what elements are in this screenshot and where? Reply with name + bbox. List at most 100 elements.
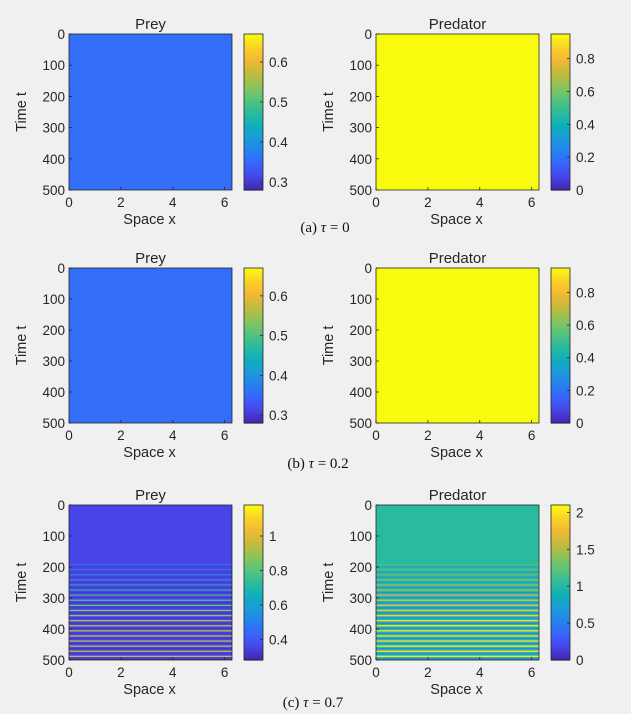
- colorbar-segment: [244, 582, 263, 586]
- colorbar-segment: [551, 524, 570, 528]
- colorbar-segment: [551, 570, 570, 574]
- x-tick-label-c-pred: 0: [372, 665, 380, 680]
- y-axis-label-c-pred: Time t: [321, 563, 337, 603]
- colorbar-segment: [551, 321, 570, 325]
- colorbar-segment: [551, 306, 570, 310]
- stripe-c-prey: [69, 622, 232, 624]
- colorbar-segment: [551, 577, 570, 581]
- colorbar-segment: [244, 613, 263, 617]
- colorbar-segment: [244, 287, 263, 291]
- colorbar-segment: [244, 148, 263, 152]
- colorbar-segment: [551, 360, 570, 364]
- colorbar-segment: [244, 328, 263, 332]
- stripe-c-prey: [69, 586, 232, 589]
- colorbar-segment: [244, 129, 263, 133]
- colorbar-a-pred: 0 0.2 0.4 0.6 0.8: [550, 33, 595, 198]
- colorbar-tick-label-b-prey: 0.3: [269, 408, 288, 423]
- colorbar-segment: [551, 519, 570, 523]
- colorbar-segment: [551, 635, 570, 639]
- colorbar-segment: [244, 543, 263, 547]
- colorbar-segment: [551, 401, 570, 405]
- colorbar-segment: [244, 94, 263, 98]
- colorbar-segment: [551, 102, 570, 106]
- x-tick-label-a-pred: 0: [372, 195, 380, 210]
- stripe-c-pred: [376, 632, 539, 635]
- colorbar-tick-label-b-prey: 0.4: [269, 368, 288, 383]
- colorbar-segment: [244, 514, 263, 518]
- colorbar-segment: [244, 270, 263, 274]
- panel-title-a-prey: Prey: [135, 16, 166, 33]
- stripe-c-pred: [376, 574, 539, 576]
- y-tick-label-b-pred: 100: [349, 292, 372, 307]
- colorbar-segment: [244, 335, 263, 339]
- colorbar-segment: [551, 180, 570, 184]
- colorbar-segment: [551, 318, 570, 322]
- colorbar-segment: [551, 41, 570, 45]
- colorbar-segment: [551, 420, 570, 424]
- stripe-c-prey: [69, 627, 232, 629]
- colorbar-segment: [551, 604, 570, 608]
- colorbar-segment: [551, 567, 570, 571]
- colorbar-segment: [551, 116, 570, 120]
- colorbar-segment: [551, 623, 570, 627]
- colorbar-segment: [244, 623, 263, 627]
- colorbar-segment: [244, 90, 263, 94]
- colorbar-segment: [244, 138, 263, 142]
- colorbar-segment: [551, 304, 570, 308]
- colorbar-segment: [244, 584, 263, 588]
- colorbar-segment: [244, 63, 263, 67]
- colorbar-b-prey: 0.3 0.4 0.5 0.6: [243, 267, 288, 424]
- stripe-c-pred: [376, 630, 539, 632]
- stripe-c-prey: [69, 569, 232, 571]
- stripe-c-prey: [69, 617, 232, 619]
- colorbar-segment: [551, 514, 570, 518]
- colorbar-segment: [244, 116, 263, 120]
- colorbar-segment: [244, 99, 263, 103]
- colorbar-segment: [551, 73, 570, 77]
- colorbar-segment: [551, 182, 570, 186]
- colorbar-segment: [551, 297, 570, 301]
- colorbar-segment: [551, 175, 570, 179]
- axes-frame-c-pred: [375, 504, 540, 661]
- colorbar-segment: [244, 560, 263, 564]
- colorbar-segment: [244, 372, 263, 376]
- colorbar-segment: [244, 406, 263, 410]
- colorbar-segment: [551, 406, 570, 410]
- colorbar-segment: [551, 396, 570, 400]
- colorbar-segment: [244, 418, 263, 422]
- caption-c: (c) τ = 0.7: [283, 695, 344, 711]
- colorbar-segment: [244, 521, 263, 525]
- x-tick-label-a-prey: 2: [117, 195, 125, 210]
- colorbar-segment: [244, 340, 263, 344]
- colorbar-segment: [244, 131, 263, 135]
- colorbar-segment: [244, 333, 263, 337]
- x-tick-label-b-prey: 4: [169, 428, 177, 443]
- stripe-c-prey: [69, 642, 232, 645]
- x-tick-label-c-prey: 6: [221, 665, 229, 680]
- colorbar-segment: [244, 121, 263, 125]
- colorbar-segment: [244, 401, 263, 405]
- colorbar-segment: [551, 548, 570, 552]
- y-tick-label-a-prey: 100: [42, 58, 65, 73]
- colorbar-segment: [551, 301, 570, 305]
- y-tick-label-b-prey: 400: [42, 385, 65, 400]
- colorbar-segment: [551, 70, 570, 74]
- colorbar-segment: [551, 529, 570, 533]
- colorbar-segment: [244, 80, 263, 84]
- colorbar-tick-label-c-pred: 2: [576, 505, 584, 520]
- colorbar-segment: [551, 187, 570, 191]
- colorbar-segment: [551, 575, 570, 579]
- colorbar-segment: [551, 536, 570, 540]
- colorbar-tick-label-c-pred: 0: [576, 653, 584, 668]
- stripe-c-prey: [69, 581, 232, 584]
- colorbar-segment: [551, 553, 570, 557]
- stripe-c-pred: [376, 566, 539, 568]
- y-tick-label-a-prey: 400: [42, 152, 65, 167]
- colorbar-segment: [551, 48, 570, 52]
- x-tick-label-b-pred: 6: [528, 428, 536, 443]
- y-tick-label-c-prey: 400: [42, 622, 65, 637]
- colorbar-segment: [551, 621, 570, 625]
- colorbar-segment: [551, 104, 570, 108]
- colorbar-tick-label-a-pred: 0: [576, 183, 584, 198]
